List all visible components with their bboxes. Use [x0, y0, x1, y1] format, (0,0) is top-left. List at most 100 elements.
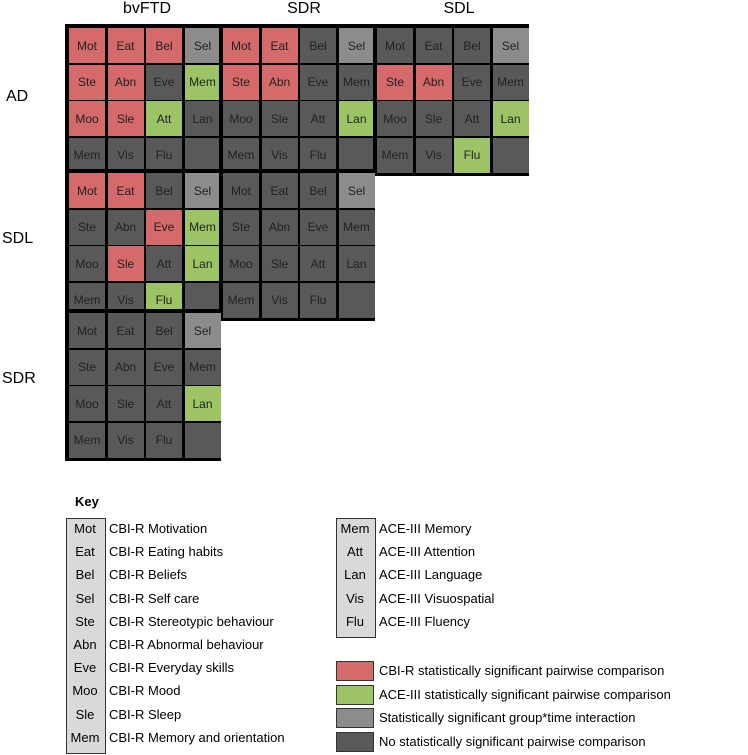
key-desc-ace: ACE-III Language: [379, 567, 483, 583]
cell-att: Att: [300, 246, 336, 281]
cell-eat: Eat: [107, 313, 144, 348]
key-desc-ace: ACE-III Memory: [379, 521, 472, 536]
cell-lan: Lan: [184, 386, 221, 421]
cell-eat: Eat: [107, 28, 144, 63]
key-code-bel: Bel: [75, 567, 95, 583]
cell-ste: Ste: [377, 64, 413, 100]
cell-moo: Moo: [69, 246, 105, 281]
cell-att: Att: [454, 101, 490, 136]
cell-abn: Abn: [107, 349, 144, 385]
cell-mot: Mot: [377, 28, 413, 63]
legend-swatch-green: [336, 684, 374, 705]
cell-vis: Vis: [261, 282, 298, 318]
cell-empty: [338, 282, 375, 318]
legend-label: ACE-III statistically significant pairwi…: [379, 686, 671, 702]
key-code-sel: Sel: [75, 590, 95, 606]
block-ad-sdl: Mot Eat Bel Sel Ste Abn Eve Mem Moo Sle Att Lan Mem V…: [373, 24, 529, 176]
cell-bel: Bel: [300, 28, 336, 63]
legend-label: CBI-R statistically significant pairwise…: [379, 663, 665, 678]
key-desc-cbir: CBI-R Eating habits: [109, 544, 224, 560]
cell-mem: Mem: [184, 349, 221, 385]
cell-vis: Vis: [107, 137, 144, 173]
cell-flu: Flu: [300, 137, 336, 173]
key-desc-cbir: CBI-R Sleep: [109, 706, 182, 722]
key-ace-box: [336, 518, 376, 638]
key-code-sle: Sle: [75, 706, 95, 722]
key-desc-cbir: CBI-R Abnormal behaviour: [109, 637, 264, 652]
cell-ste: Ste: [223, 209, 259, 245]
cell-mot: Mot: [69, 28, 105, 63]
cell-moo: Moo: [69, 386, 105, 421]
cell-ste: Ste: [69, 64, 105, 100]
cell-abn: Abn: [261, 64, 298, 100]
key-code-ste: Ste: [75, 613, 95, 629]
cell-ste: Ste: [69, 349, 105, 385]
cell-abn: Abn: [261, 209, 298, 245]
key-desc-cbir: CBI-R Everyday skills: [109, 660, 234, 676]
key-desc-cbir: CBI-R Self care: [109, 590, 200, 606]
cell-eat: Eat: [107, 173, 144, 208]
cell-eve: Eve: [300, 209, 336, 245]
key-code-ace-vis: Vis: [346, 590, 364, 606]
key-code-ace-flu: Flu: [345, 613, 365, 629]
cell-mem: Mem: [69, 137, 105, 173]
column-header-sdr: SDR: [287, 0, 321, 17]
cell-mot: Mot: [223, 173, 259, 208]
cell-empty: [184, 137, 221, 173]
block-ad-bvftd: Mot Eat Bel Sel Ste Abn Eve Mem Moo Sle Att Lan Mem V…: [65, 24, 221, 176]
cell-empty: [338, 137, 375, 173]
cell-mem: Mem: [69, 422, 105, 458]
cell-abn: Abn: [107, 209, 144, 245]
cell-att: Att: [146, 246, 182, 281]
cell-att: Att: [300, 101, 336, 136]
cell-mem: Mem: [184, 64, 221, 100]
cell-moo: Moo: [223, 101, 259, 136]
cell-ste: Ste: [223, 64, 259, 100]
cell-mot: Mot: [69, 173, 105, 208]
cell-sle: Sle: [261, 101, 298, 136]
cell-lan: Lan: [338, 101, 375, 136]
block-sdr-bvftd: Mot Eat Bel Sel Ste Abn Eve Mem Moo Sle Att Lan Mem V…: [65, 309, 221, 461]
cell-flu: Flu: [454, 137, 490, 173]
cell-eve: Eve: [146, 64, 182, 100]
key-cbir-box: [66, 518, 106, 754]
key-desc-cbir: CBI-R Stereotypic behaviour: [109, 613, 274, 629]
key-code-ace-mem: Mem: [340, 521, 370, 536]
row-header-sdl: SDL: [2, 230, 34, 247]
cell-sel: Sel: [184, 173, 221, 208]
cell-lan: Lan: [184, 101, 221, 136]
cell-eve: Eve: [146, 209, 182, 245]
key-code-eve: Eve: [73, 660, 97, 676]
cell-mot: Mot: [69, 313, 105, 348]
cell-flu: Flu: [146, 422, 182, 458]
key-code-mem: Mem: [70, 729, 100, 745]
cell-sel: Sel: [184, 313, 221, 348]
cell-lan: Lan: [184, 246, 221, 281]
cell-mem: Mem: [223, 282, 259, 318]
block-sdl-bvftd: Mot Eat Bel Sel Ste Abn Eve Mem Moo Sle Att Lan Mem V…: [65, 169, 221, 321]
key-code-eat: Eat: [75, 544, 95, 560]
cell-mem: Mem: [223, 137, 259, 173]
cell-eve: Eve: [146, 349, 182, 385]
key-code-mot: Mot: [74, 521, 96, 536]
cell-sel: Sel: [184, 28, 221, 63]
key-code-ace-att: Att: [347, 544, 363, 560]
key-desc-ace: ACE-III Visuospatial: [379, 590, 495, 606]
cell-flu: Flu: [146, 137, 182, 173]
block-sdl-sdr: Mot Eat Bel Sel Ste Abn Eve Mem Moo Sle Att Lan Mem V…: [219, 169, 375, 321]
cell-sle: Sle: [107, 386, 144, 421]
key-code-ace-lan: Lan: [344, 567, 366, 583]
legend-swatch-dark: [336, 731, 374, 752]
cell-eve: Eve: [454, 64, 490, 100]
cell-vis: Vis: [261, 137, 298, 173]
key-desc-cbir: CBI-R Memory and orientation: [109, 729, 285, 745]
cell-lan: Lan: [492, 101, 529, 136]
cell-mem: Mem: [338, 64, 375, 100]
key-desc-ace: ACE-III Fluency: [379, 613, 471, 629]
cell-moo: Moo: [377, 101, 413, 136]
cell-mem: Mem: [377, 137, 413, 173]
cell-eve: Eve: [300, 64, 336, 100]
key-desc-cbir: CBI-R Mood: [109, 683, 181, 699]
key-code-moo: Moo: [72, 683, 98, 699]
key-desc-cbir: CBI-R Motivation: [109, 521, 208, 536]
